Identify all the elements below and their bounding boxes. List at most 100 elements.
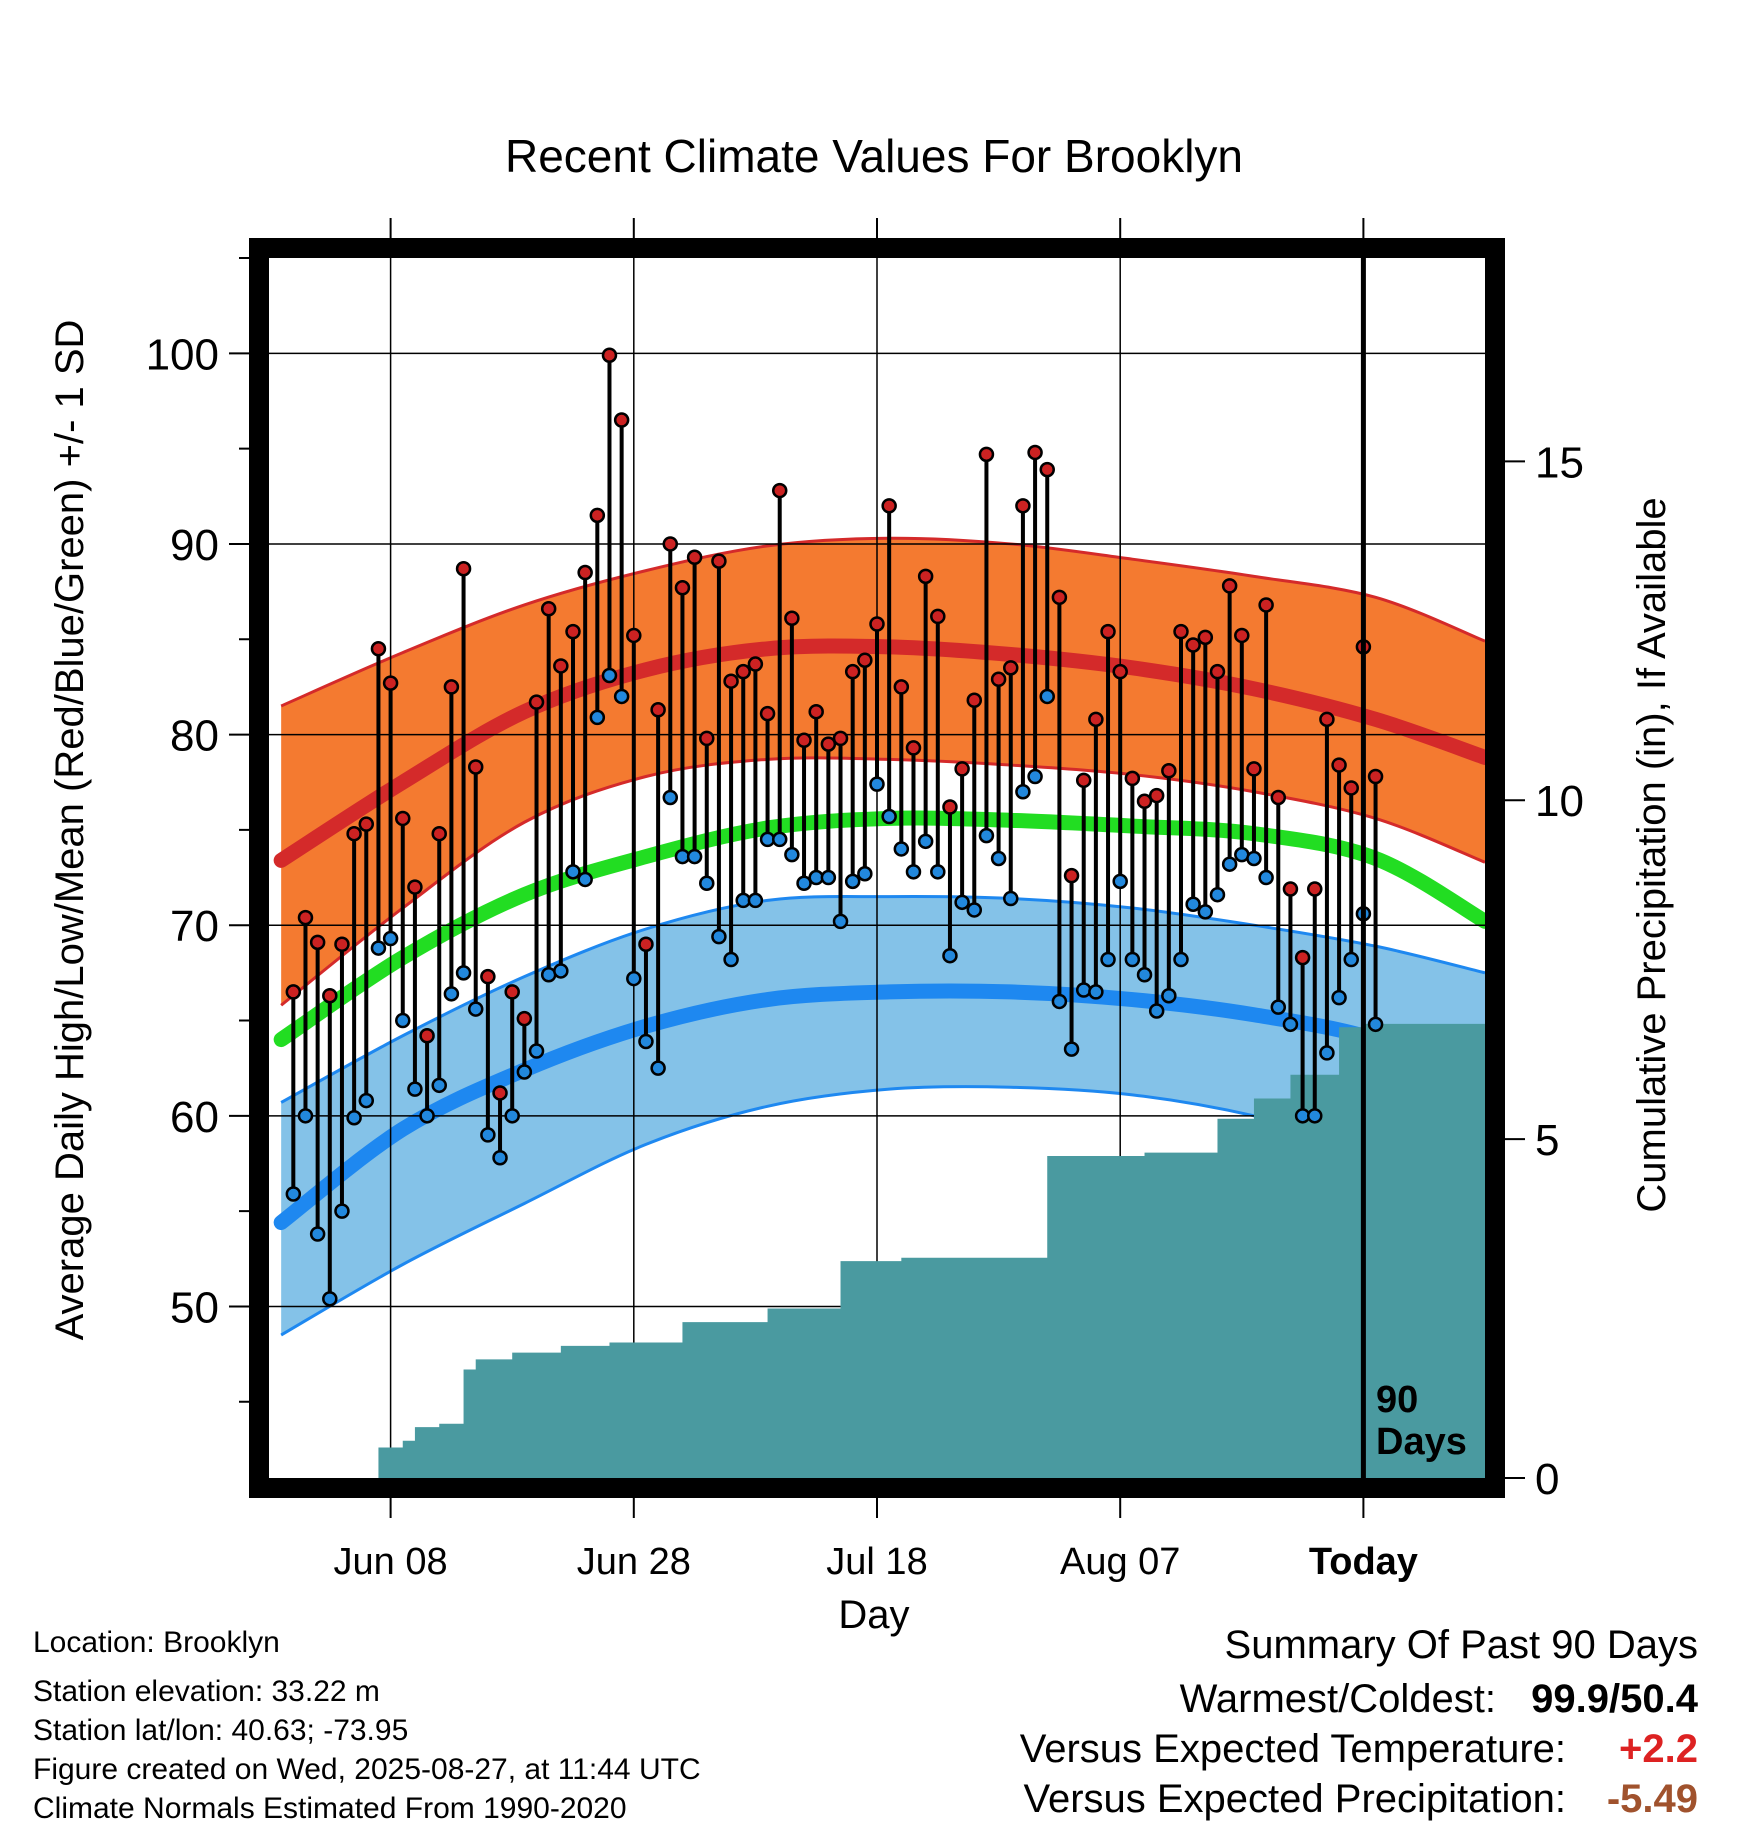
low-point-86: [1331, 989, 1347, 1006]
y-axis-right-label: Cumulative Precipitation (in), If Availa…: [1630, 497, 1674, 1212]
high-point-41: [784, 610, 800, 627]
info-elevation: Station elevation: 33.22 m: [33, 1675, 380, 1708]
low-point-75: [1197, 904, 1214, 920]
x-tick-label-4: Today: [1309, 1541, 1418, 1583]
high-point-2: [309, 934, 326, 951]
low-point-48: [869, 776, 885, 792]
high-point-39: [759, 705, 776, 722]
high-point-28: [626, 627, 642, 644]
info-created: Figure created on Wed, 2025-08-27, at 11…: [33, 1753, 701, 1786]
low-point-23: [565, 864, 581, 880]
low-point-38: [747, 892, 764, 909]
low-point-7: [370, 940, 387, 956]
y-axis-label: Average Daily High/Low/Mean (Red/Blue/Gr…: [48, 320, 92, 1341]
y-tick-label-80: 80: [170, 712, 219, 761]
x-tick-label-1: Jun 28: [577, 1541, 691, 1583]
low-point-30: [650, 1060, 666, 1076]
window-label-line1: 90: [1376, 1379, 1418, 1421]
low-point-36: [723, 951, 739, 968]
high-point-37: [735, 663, 751, 680]
high-point-66: [1088, 711, 1104, 728]
high-point-85: [1319, 711, 1335, 728]
high-point-29: [638, 936, 654, 952]
summary-warmest-coldest-value: 99.9/50.4: [1531, 1677, 1699, 1721]
high-point-70: [1136, 793, 1153, 810]
high-point-46: [844, 663, 861, 680]
low-point-4: [334, 1203, 350, 1219]
high-point-33: [686, 549, 703, 566]
x-axis-label: Day: [838, 1593, 909, 1637]
low-point-12: [431, 1077, 447, 1094]
plot-area: 90 Days: [249, 238, 1505, 1498]
high-point-82: [1282, 881, 1299, 897]
low-point-11: [419, 1108, 435, 1124]
high-point-20: [528, 694, 545, 710]
high-point-26: [601, 347, 618, 363]
high-point-62: [1039, 461, 1055, 478]
low-point-63: [1051, 993, 1068, 1010]
low-point-10: [407, 1081, 423, 1097]
low-point-45: [832, 913, 849, 930]
low-point-87: [1343, 951, 1359, 968]
high-point-13: [443, 679, 460, 695]
x-tick-label-3: Aug 07: [1060, 1541, 1180, 1583]
high-point-6: [358, 816, 375, 832]
low-point-85: [1319, 1045, 1335, 1061]
high-point-60: [1015, 498, 1031, 514]
low-point-27: [613, 688, 630, 705]
high-point-15: [467, 759, 484, 775]
low-point-3: [322, 1291, 338, 1307]
low-point-26: [601, 667, 618, 684]
high-point-68: [1112, 663, 1128, 680]
high-point-87: [1343, 780, 1359, 796]
low-point-19: [516, 1064, 533, 1080]
low-point-55: [954, 894, 970, 911]
high-point-32: [674, 580, 691, 596]
high-point-44: [820, 736, 837, 752]
high-point-38: [747, 656, 764, 672]
low-point-66: [1088, 984, 1104, 1000]
low-point-72: [1161, 987, 1177, 1004]
low-point-5: [346, 1109, 362, 1126]
low-point-31: [662, 789, 679, 806]
high-point-4: [334, 936, 350, 952]
high-point-54: [942, 799, 958, 815]
high-point-49: [881, 498, 897, 514]
low-point-84: [1307, 1108, 1323, 1124]
low-normal-line: [273, 983, 1493, 1231]
low-point-68: [1112, 873, 1128, 890]
high-point-27: [613, 412, 630, 428]
high-point-1: [297, 909, 314, 926]
high-point-3: [322, 987, 338, 1004]
high-point-0: [285, 984, 302, 1000]
high-point-9: [395, 810, 411, 827]
high-point-59: [1003, 660, 1019, 676]
summary-precip-label: Versus Expected Precipitation:: [1023, 1777, 1566, 1821]
low-point-67: [1100, 951, 1116, 968]
high-normal-band-fill: [281, 538, 1485, 1006]
high-point-71: [1148, 787, 1165, 804]
low-point-17: [492, 1150, 508, 1166]
low-point-57: [978, 827, 995, 844]
info-location: Location: Brooklyn: [33, 1626, 280, 1659]
window-label-line2: Days: [1376, 1421, 1467, 1463]
low-point-53: [930, 864, 946, 880]
low-point-46: [844, 873, 861, 890]
low-point-59: [1003, 890, 1019, 907]
high-point-21: [540, 601, 557, 617]
high-point-64: [1063, 867, 1080, 884]
high-point-83: [1294, 949, 1311, 966]
high-point-24: [577, 564, 593, 581]
low-point-54: [942, 947, 958, 964]
low-point-34: [699, 875, 715, 891]
high-point-22: [553, 658, 569, 674]
y-right-tick-label-15: 15: [1535, 438, 1584, 487]
high-point-12: [431, 825, 447, 842]
high-point-5: [346, 825, 362, 842]
high-point-84: [1307, 881, 1323, 897]
high-point-48: [869, 616, 885, 632]
high-point-73: [1173, 623, 1189, 640]
low-point-77: [1221, 856, 1238, 872]
low-point-41: [784, 846, 800, 863]
low-point-56: [966, 902, 983, 918]
